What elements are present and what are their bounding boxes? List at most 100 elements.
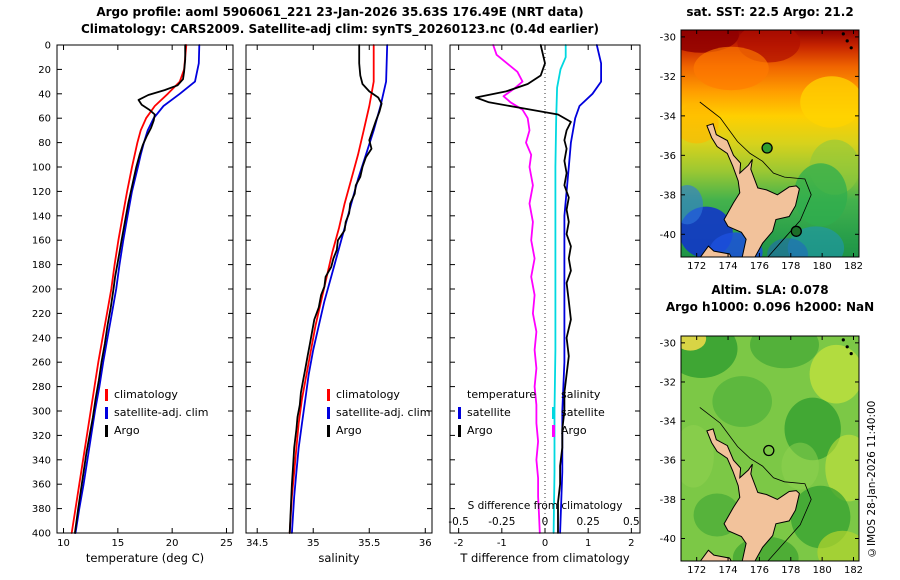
- series-argo: [288, 44, 383, 534]
- x-tick-label: -2: [454, 538, 464, 549]
- legend-row: climatology: [105, 386, 208, 404]
- islet-mark: [845, 39, 849, 43]
- argo-line-swatch: [327, 425, 330, 437]
- coastline: [706, 123, 800, 257]
- legend-label: satellite: [561, 406, 605, 419]
- depth-tick-label: 220: [32, 309, 51, 320]
- lat-tick-label: -38: [660, 190, 676, 201]
- series-climatology: [70, 44, 188, 534]
- lat-tick-label: -40: [660, 230, 676, 241]
- lat-tick-label: -30: [660, 32, 676, 43]
- axes-box: [680, 335, 860, 562]
- field-patch: [681, 425, 714, 488]
- lon-tick-label: 180: [813, 261, 832, 272]
- legend-column-header: temperature: [467, 388, 537, 401]
- depth-tick-label: 160: [32, 236, 51, 247]
- lat-tick-label: -40: [660, 534, 676, 545]
- salinity-legend: climatology satellite-adj. clim Argo: [327, 386, 431, 440]
- s-argo-line-swatch: [552, 425, 555, 437]
- field-patch: [681, 104, 719, 144]
- depth-tick-label: 240: [32, 333, 51, 344]
- lat-tick-label: -38: [660, 495, 676, 506]
- x-tick-label: -1: [497, 538, 507, 549]
- lon-tick-label: 176: [750, 261, 769, 272]
- depth-tick-label: 320: [32, 431, 51, 442]
- series-s-diff-satellite: [552, 44, 567, 534]
- x-tick-label: 10: [57, 538, 70, 549]
- argo-line-swatch: [105, 425, 108, 437]
- legend-row: Argo: [552, 422, 605, 440]
- legend-label: satellite-adj. clim: [114, 406, 209, 419]
- s-tick-label: -0.25: [488, 516, 515, 528]
- difference-legend-salinity-column: salinity satellite Argo: [552, 386, 605, 440]
- lon-tick-label: 176: [750, 565, 769, 576]
- lon-tick-label: 174: [719, 565, 738, 576]
- islet-mark: [849, 352, 853, 356]
- temperature-profile-panel: 10 15 20 25 0 20 40 60 80 100 120 140 160 180 200 220 24…: [32, 41, 234, 549]
- field-patch: [693, 46, 769, 91]
- lat-tick-label: -34: [660, 417, 676, 428]
- t-satellite-line-swatch: [458, 407, 461, 419]
- lat-tick-label: -32: [660, 377, 676, 388]
- s-difference-axis-label: S difference from climatology: [468, 500, 623, 512]
- depth-tick-label: 360: [32, 480, 51, 491]
- salinity-axis-label: salinity: [318, 551, 360, 565]
- figure-title-line2: Climatology: CARS2009. Satellite-adj cli…: [80, 22, 600, 36]
- series-argo: [73, 44, 187, 534]
- legend-label: Argo: [336, 424, 362, 437]
- depth-tick-label: 100: [32, 163, 51, 174]
- depth-tick-label: 40: [38, 89, 51, 100]
- islet-mark: [845, 345, 849, 349]
- x-tick-label: 34.5: [246, 538, 268, 549]
- field-patch: [781, 442, 819, 490]
- lat-tick-label: -36: [660, 456, 676, 467]
- lon-tick-label: 178: [781, 565, 800, 576]
- lon-tick-label: 182: [844, 565, 863, 576]
- shelf-contour: [699, 101, 812, 257]
- field-patch: [809, 344, 859, 404]
- satellite-clim-line-swatch: [105, 407, 108, 419]
- legend-label: climatology: [114, 388, 178, 401]
- depth-tick-label: 300: [32, 407, 51, 418]
- x-tick-label: 1: [585, 538, 591, 549]
- axes-box: [245, 44, 433, 534]
- field-patch: [681, 30, 739, 53]
- sst-map-svg: 172 174 176 178 180 182 -30 -32 -34 -36 -38 -40: [660, 29, 863, 272]
- sla-map-panel: 172 174 176 178 180 182 -30 -32 -34 -36 -38 -40: [660, 335, 863, 576]
- x-tick-label: 15: [111, 538, 124, 549]
- lon-tick-label: 172: [687, 261, 706, 272]
- legend-row: satellite: [458, 404, 536, 422]
- coastline: [706, 428, 800, 561]
- sst-map-layers: [681, 30, 859, 257]
- lat-tick-label: -32: [660, 72, 676, 83]
- sla-map-title: Altim. SLA: 0.078: [711, 283, 829, 297]
- field-patch: [750, 336, 819, 369]
- difference-profile-svg: -2 -1 0 1 2 S difference from climatology -0.5…: [448, 44, 641, 549]
- legend-row: climatology: [327, 386, 431, 404]
- lon-tick-label: 180: [813, 565, 832, 576]
- field-patch: [767, 238, 808, 257]
- salinity-profile-svg: 34.5 35 35.5 36: [245, 44, 433, 549]
- legend-row: Argo: [458, 422, 536, 440]
- legend-row: Argo: [327, 422, 431, 440]
- series-t-diff-satellite: [559, 44, 603, 534]
- depth-tick-label: 260: [32, 358, 51, 369]
- x-tick-label: 0: [542, 538, 548, 549]
- depth-tick-label: 280: [32, 382, 51, 393]
- sla-map-svg: 172 174 176 178 180 182 -30 -32 -34 -36 -38 -40: [660, 335, 863, 576]
- climatology-line-swatch: [327, 389, 330, 401]
- depth-tick-label: 400: [32, 529, 51, 540]
- field-patch: [800, 76, 859, 128]
- legend-label: climatology: [336, 388, 400, 401]
- lat-tick-label: -34: [660, 111, 676, 122]
- series-t-diff-argo: [474, 44, 572, 534]
- depth-tick-label: 180: [32, 260, 51, 271]
- legend-row: satellite: [552, 404, 605, 422]
- depth-tick-label: 80: [38, 138, 51, 149]
- s-tick-label: 0: [542, 516, 549, 528]
- sla-map-subtitle: Argo h1000: 0.096 h2000: NaN: [665, 300, 875, 314]
- depth-tick-label: 120: [32, 187, 51, 198]
- field-patch: [681, 336, 738, 378]
- argo-location-marker: [761, 142, 773, 154]
- depth-tick-label: 140: [32, 211, 51, 222]
